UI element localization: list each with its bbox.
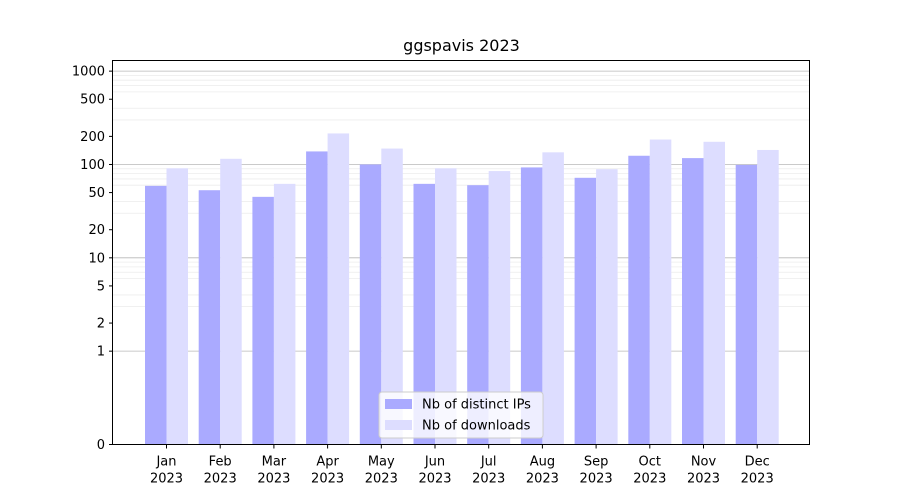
bar-distinct-ips	[306, 151, 328, 445]
x-tick-label-month: Apr	[316, 455, 339, 470]
x-tick-label-month: Feb	[209, 455, 232, 470]
x-tick-label-year: 2023	[311, 472, 344, 487]
x-tick-label-year: 2023	[633, 472, 666, 487]
bar-downloads	[542, 152, 564, 445]
bar-downloads	[757, 149, 779, 445]
y-tick-label: 0	[97, 438, 105, 453]
bar-downloads	[166, 168, 188, 445]
x-tick-label-year: 2023	[526, 472, 559, 487]
legend-label: Nb of downloads	[422, 419, 531, 434]
legend-box	[378, 391, 544, 439]
y-tick-label: 50	[88, 186, 105, 201]
x-tick-label-year: 2023	[257, 472, 290, 487]
x-tick-label-year: 2023	[687, 472, 720, 487]
x-tick-label-month: Aug	[530, 455, 555, 470]
legend: Nb of distinct IPs Nb of downloads	[378, 391, 544, 439]
bar-distinct-ips	[413, 183, 435, 445]
x-tick-label-year: 2023	[418, 472, 451, 487]
x-tick-label-month: Oct	[639, 455, 661, 470]
bar-distinct-ips	[359, 164, 382, 445]
bar-distinct-ips	[198, 190, 221, 445]
y-axis-ticks: 0 1 2 5 10 20 50 100 200 500 1000	[72, 65, 113, 453]
bar-downloads	[703, 141, 725, 445]
bar-distinct-ips	[574, 177, 597, 445]
bar-distinct-ips	[682, 158, 704, 445]
legend-swatch	[385, 399, 412, 409]
y-tick-label: 100	[80, 158, 105, 173]
x-axis-ticks: Jan 2023 Feb 2023 Mar 2023 Apr 2023 May 2023 Jun 20…	[150, 444, 774, 487]
x-tick-label-year: 2023	[150, 472, 183, 487]
y-tick-label: 5	[97, 279, 105, 294]
x-tick-label-month: Jul	[480, 455, 497, 470]
bars	[145, 133, 779, 445]
chart-title: ggspavis 2023	[403, 36, 520, 55]
bar-downloads	[488, 171, 511, 445]
bar-distinct-ips	[520, 167, 543, 445]
y-tick-label: 1	[97, 345, 105, 360]
x-tick-label-month: Dec	[745, 455, 770, 470]
bar-distinct-ips	[735, 164, 758, 445]
x-tick-label-month: Mar	[262, 455, 287, 470]
y-tick-label: 20	[88, 223, 105, 238]
bar-distinct-ips	[145, 185, 167, 445]
bar-downloads	[381, 148, 403, 445]
bar-downloads	[649, 139, 672, 445]
bar-downloads	[596, 169, 618, 445]
y-tick-label: 2	[97, 317, 105, 332]
x-tick-label-month: Jan	[155, 455, 176, 470]
bar-distinct-ips	[467, 185, 489, 445]
bar-downloads	[220, 158, 242, 445]
x-tick-label-year: 2023	[204, 472, 237, 487]
x-tick-label-month: Sep	[584, 455, 609, 470]
bar-distinct-ips	[628, 155, 650, 445]
legend-swatch	[385, 420, 412, 430]
x-tick-label-month: May	[368, 455, 395, 470]
bar-distinct-ips	[252, 196, 274, 445]
x-tick-label-year: 2023	[365, 472, 398, 487]
bar-downloads	[273, 183, 296, 445]
x-tick-label-month: Jun	[424, 455, 445, 470]
x-tick-label-year: 2023	[741, 472, 774, 487]
x-tick-label-year: 2023	[472, 472, 505, 487]
bar-downloads	[435, 168, 457, 445]
y-tick-label: 500	[80, 93, 105, 108]
y-tick-label: 200	[80, 130, 105, 145]
x-tick-label-month: Nov	[691, 455, 717, 470]
plot-frame	[112, 60, 810, 445]
legend-label: Nb of distinct IPs	[422, 398, 531, 413]
y-tick-label: 10	[88, 251, 105, 266]
bar-downloads	[327, 133, 350, 445]
x-tick-label-year: 2023	[580, 472, 613, 487]
y-tick-label: 1000	[72, 65, 105, 80]
